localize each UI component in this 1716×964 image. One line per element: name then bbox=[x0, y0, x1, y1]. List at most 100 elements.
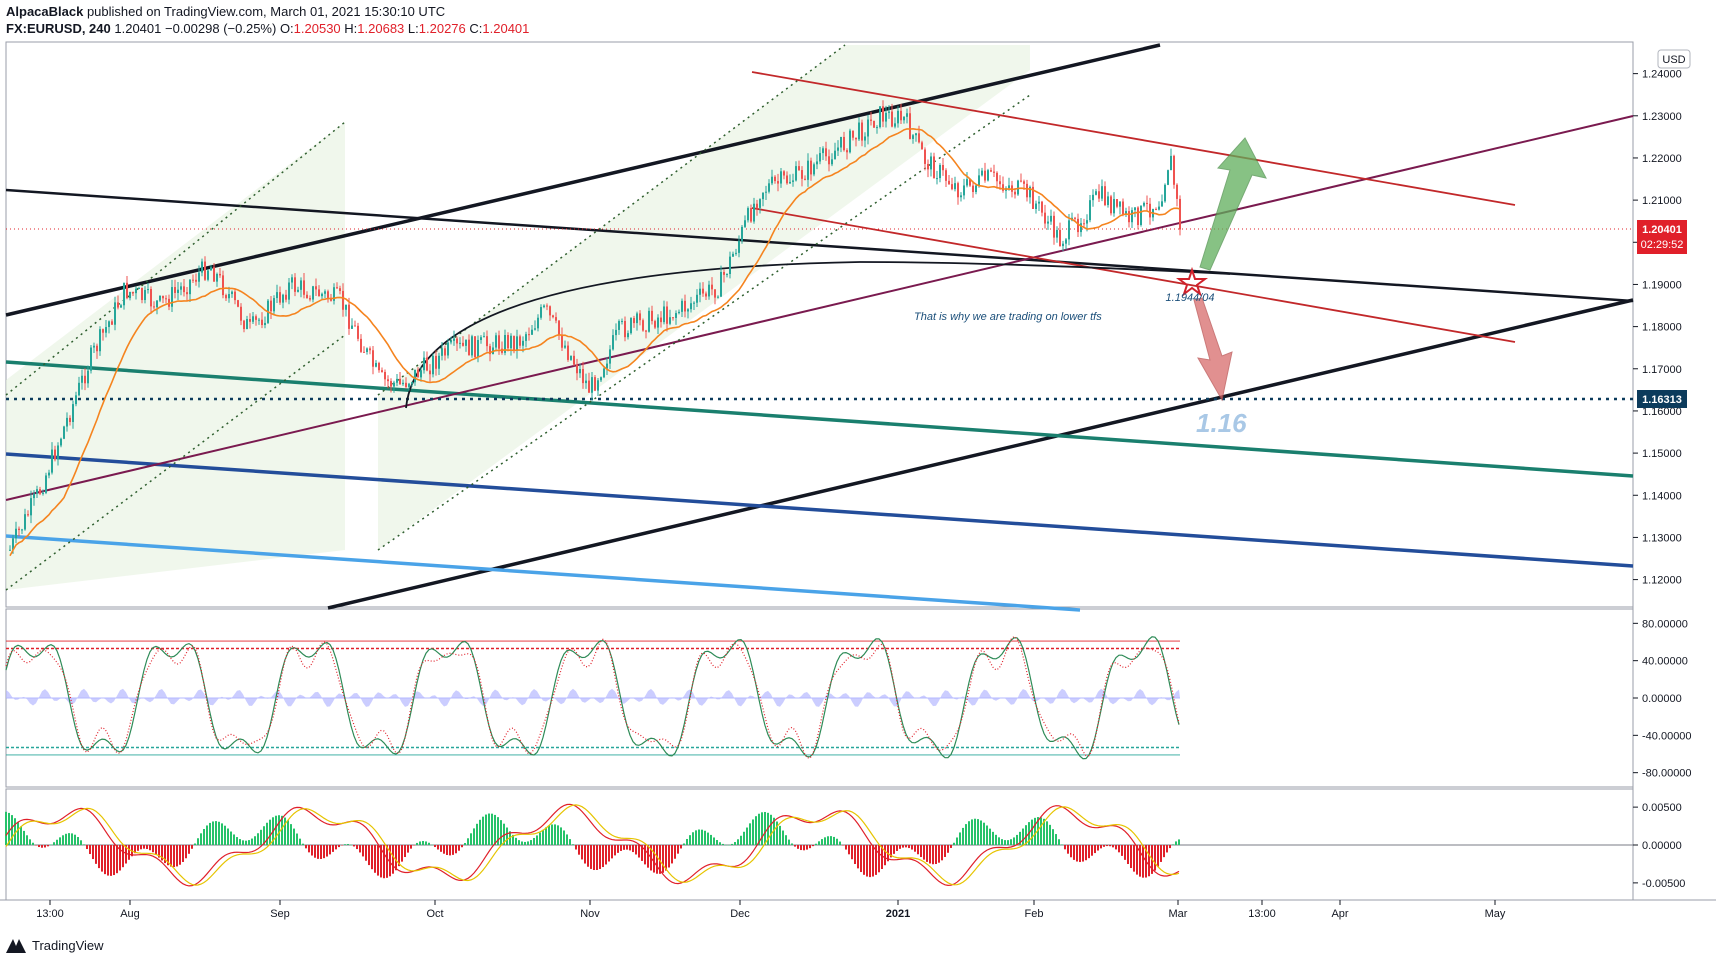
macd-histogram-bar bbox=[146, 845, 148, 850]
macd-histogram-bar bbox=[1055, 834, 1057, 845]
candle-body bbox=[1158, 206, 1160, 210]
macd-histogram-bar bbox=[479, 819, 481, 845]
candle-body bbox=[870, 119, 872, 121]
macd-histogram-bar bbox=[452, 845, 454, 855]
candle-body bbox=[1020, 180, 1022, 182]
macd-histogram-bar bbox=[287, 820, 289, 845]
macd-histogram-bar bbox=[416, 842, 418, 845]
candle-body bbox=[882, 106, 884, 122]
candle-body bbox=[1008, 185, 1010, 189]
candle-body bbox=[990, 170, 992, 172]
candle-body bbox=[894, 123, 896, 127]
macd-histogram-bar bbox=[341, 845, 343, 846]
x-tick-label: Sep bbox=[270, 908, 290, 920]
candle-body bbox=[678, 311, 680, 314]
footer-brand[interactable]: TradingView bbox=[32, 938, 104, 953]
macd-histogram-bar bbox=[932, 845, 934, 865]
candle-body bbox=[1041, 201, 1043, 213]
macd-histogram-bar bbox=[731, 843, 733, 845]
symbol-label[interactable]: FX:EURUSD, 240 bbox=[6, 21, 111, 36]
macd-histogram-bar bbox=[752, 819, 754, 845]
candle-body bbox=[930, 156, 932, 170]
candle-body bbox=[465, 339, 467, 346]
macd-histogram-bar bbox=[1040, 817, 1042, 845]
macd-histogram-bar bbox=[356, 845, 358, 850]
candle-body bbox=[903, 116, 905, 121]
macd-histogram-bar bbox=[368, 845, 370, 866]
candle-body bbox=[756, 203, 758, 208]
candle-body bbox=[591, 377, 593, 393]
macd-histogram-bar bbox=[950, 845, 952, 848]
macd-histogram-bar bbox=[779, 825, 781, 845]
macd-histogram-bar bbox=[1010, 839, 1012, 845]
y-tick-label: 1.13000 bbox=[1642, 532, 1682, 544]
author-name[interactable]: AlpacaBlack bbox=[6, 4, 84, 19]
macd-histogram-bar bbox=[1109, 845, 1111, 847]
macd-histogram-bar bbox=[728, 844, 730, 846]
candle-body bbox=[732, 253, 734, 257]
candle-body bbox=[816, 161, 818, 165]
candle-body bbox=[1155, 208, 1157, 210]
candle-body bbox=[39, 489, 41, 494]
macd-histogram-bar bbox=[968, 821, 970, 845]
macd-histogram-bar bbox=[1085, 845, 1087, 861]
macd-histogram-bar bbox=[1127, 845, 1129, 865]
candle-body bbox=[585, 380, 587, 384]
macd-histogram-bar bbox=[1052, 829, 1054, 845]
macd-histogram-bar bbox=[653, 845, 655, 873]
candle-body bbox=[357, 325, 359, 339]
macd-histogram-bar bbox=[1175, 841, 1177, 845]
macd-histogram-bar bbox=[953, 842, 955, 845]
candle-body bbox=[819, 153, 821, 162]
candle-body bbox=[261, 319, 263, 326]
candle-body bbox=[405, 382, 407, 387]
macd-histogram-bar bbox=[809, 845, 811, 849]
candle-body bbox=[138, 288, 140, 290]
macd-histogram-bar bbox=[722, 843, 724, 845]
currency-label: USD bbox=[1662, 54, 1685, 66]
candle-body bbox=[864, 136, 866, 141]
candle-body bbox=[303, 280, 305, 295]
star-icon bbox=[1176, 266, 1208, 297]
candle-body bbox=[558, 320, 560, 336]
macd-histogram-bar bbox=[518, 840, 520, 845]
candle-body bbox=[807, 160, 809, 180]
candle-body bbox=[519, 336, 521, 346]
macd-histogram-bar bbox=[410, 845, 412, 849]
macd-histogram-bar bbox=[1049, 824, 1051, 845]
candle-body bbox=[393, 382, 395, 387]
candle-body bbox=[690, 303, 692, 310]
candle-body bbox=[714, 289, 716, 298]
macd-histogram-bar bbox=[239, 839, 241, 845]
macd-histogram-bar bbox=[824, 837, 826, 845]
macd-histogram-bar bbox=[1016, 834, 1018, 845]
footer: TradingView bbox=[6, 938, 104, 953]
candle-body bbox=[642, 320, 644, 331]
price-change: −0.00298 (−0.25%) bbox=[165, 21, 277, 36]
macd-histogram-bar bbox=[488, 813, 490, 845]
candle-body bbox=[1137, 207, 1139, 225]
x-tick-label: Oct bbox=[426, 908, 443, 920]
y-tick-label: 1.14000 bbox=[1642, 490, 1682, 502]
candle-body bbox=[528, 334, 530, 336]
candle-body bbox=[561, 335, 563, 348]
candle-body bbox=[438, 355, 440, 369]
macd-histogram-bar bbox=[881, 845, 883, 870]
candle-body bbox=[1122, 201, 1124, 215]
macd-histogram-bar bbox=[281, 815, 283, 845]
currency-box[interactable] bbox=[1657, 49, 1691, 69]
macd-histogram-bar bbox=[224, 825, 226, 845]
macd-histogram-bar bbox=[353, 845, 355, 847]
macd-histogram-bar bbox=[560, 827, 562, 845]
candle-body bbox=[105, 327, 107, 333]
macd-histogram-bar bbox=[413, 845, 415, 846]
candle-body bbox=[279, 292, 281, 303]
macd-histogram-bar bbox=[257, 833, 259, 845]
candle-body bbox=[597, 380, 599, 391]
candle-body bbox=[762, 192, 764, 200]
macd-histogram-bar bbox=[890, 845, 892, 858]
candle-body bbox=[1077, 218, 1079, 233]
red-channel-bottom bbox=[751, 207, 1516, 343]
macd-histogram-bar bbox=[746, 827, 748, 845]
